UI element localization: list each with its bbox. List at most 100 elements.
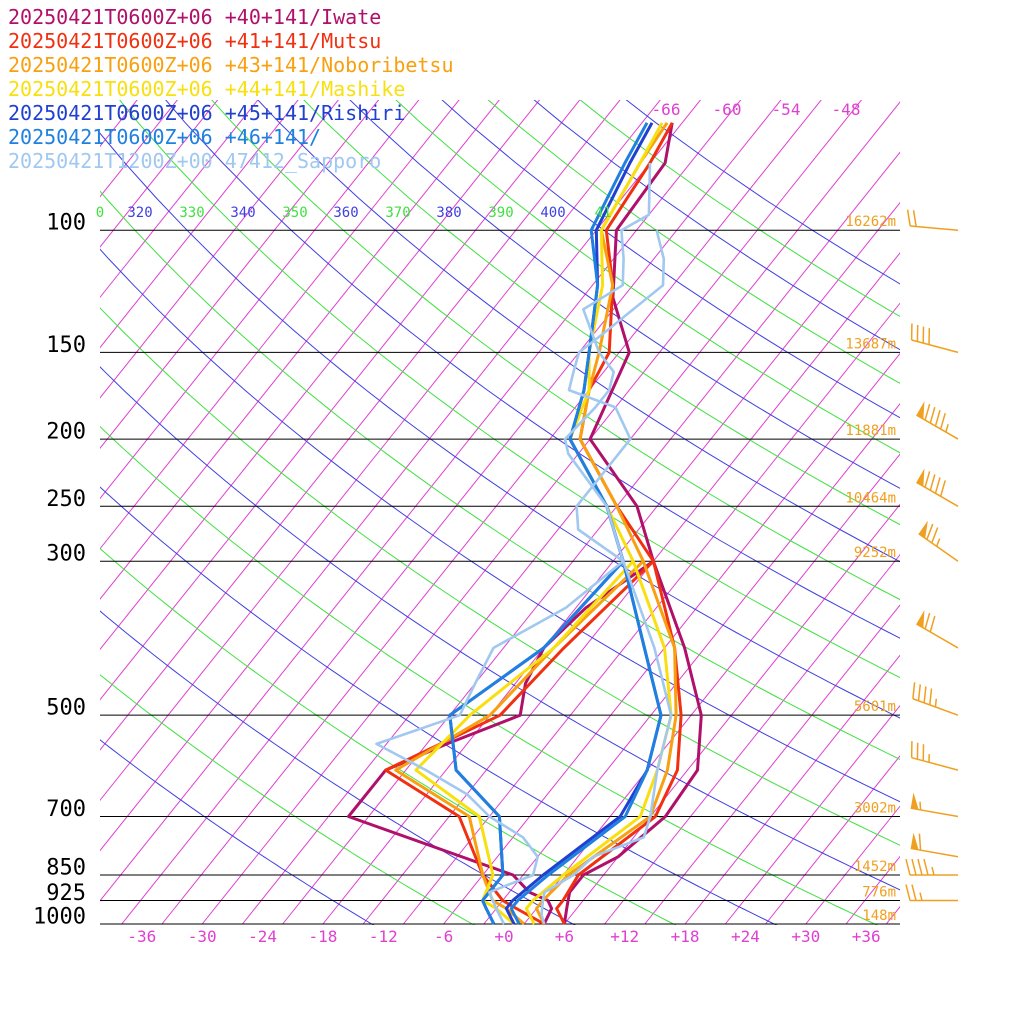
pressure-label: 700 xyxy=(46,797,86,822)
wind-barb-feather xyxy=(939,413,946,430)
isotherm-line xyxy=(724,704,900,925)
height-label: 11881m xyxy=(845,423,896,439)
pressure-label: 850 xyxy=(46,856,86,881)
dewpoint-profile-line xyxy=(448,560,625,925)
isentrope-line xyxy=(349,100,900,489)
dewpoint-profile-line xyxy=(394,560,645,926)
dewpoint-profile-line xyxy=(414,560,635,926)
isotherm-line xyxy=(684,654,900,925)
height-label: 16262m xyxy=(845,214,896,230)
theta-label: 340 xyxy=(230,205,255,221)
wind-barb-feather xyxy=(917,858,923,876)
pressure-label: 500 xyxy=(46,696,86,721)
height-label: 13687m xyxy=(845,336,896,352)
axis-labels: 100 16262m 150 13687m 200 11881m 250 10464m 300 9… xyxy=(33,100,896,946)
theta-label: 390 xyxy=(488,205,513,221)
dry-adiabat-line xyxy=(100,307,900,846)
temperature-tick-label: +12 xyxy=(610,927,639,946)
wind-barb-feather xyxy=(924,404,931,421)
pressure-label: 925 xyxy=(46,881,86,906)
isotherm-line xyxy=(100,100,259,299)
theta-label: 330 xyxy=(179,205,204,221)
isotherm-line xyxy=(483,403,900,925)
isotherm-line xyxy=(885,906,900,925)
theta-label: 360 xyxy=(333,205,358,221)
wind-barb-staff xyxy=(911,756,959,771)
isentrope-line xyxy=(100,486,778,925)
isotherm-label: -48 xyxy=(832,100,861,119)
dry-adiabat-line xyxy=(100,547,677,925)
legend-entry: 20250421T0600Z+06 +40+141/Iwate xyxy=(8,5,381,29)
wind-barb-half-feather xyxy=(945,423,949,433)
isotherm-label: -60 xyxy=(713,100,742,119)
isotherm-line xyxy=(403,302,900,925)
wind-barb-pennant xyxy=(918,520,928,539)
isotherm-line xyxy=(523,453,900,925)
legend-entry: 20250421T0600Z+06 +41+141/Mutsu xyxy=(8,29,381,53)
isotherm-line xyxy=(100,100,460,550)
wind-barbs xyxy=(905,209,959,902)
pressure-label: 100 xyxy=(46,211,86,236)
wind-barb xyxy=(916,468,959,507)
height-label: 5601m xyxy=(854,699,896,715)
isentrope-line xyxy=(100,132,900,719)
isentrope-line xyxy=(257,100,900,563)
wind-barb xyxy=(905,884,958,902)
height-label: 10464m xyxy=(845,490,896,506)
wind-barb-feather xyxy=(923,858,929,876)
pressure-label: 150 xyxy=(46,333,86,358)
wind-barb-staff xyxy=(910,225,959,231)
temperature-profile-line xyxy=(540,162,673,925)
wind-barb xyxy=(912,682,959,716)
isotherm-line xyxy=(161,100,822,925)
wind-barb-staff xyxy=(911,339,959,354)
dry-adiabat-line xyxy=(100,674,476,925)
isotherm-line xyxy=(100,100,702,852)
isentrope-line xyxy=(100,248,900,803)
wind-barb xyxy=(910,792,959,818)
isotherm-line xyxy=(563,503,900,925)
wind-barb-feather xyxy=(931,527,939,544)
isotherm-line xyxy=(282,151,900,925)
wind-barb-pennant xyxy=(916,401,925,420)
isotherm-line xyxy=(121,100,782,925)
temperature-tick-label: +30 xyxy=(791,927,820,946)
temperature-tick-label: -30 xyxy=(188,927,217,946)
wind-barb xyxy=(905,858,958,876)
wind-barb-half-feather xyxy=(919,801,922,810)
pressure-label: 300 xyxy=(46,542,86,567)
theta-label: 370 xyxy=(385,205,410,221)
wind-barb-feather xyxy=(923,686,927,703)
legend-entry: 20250421T0600Z+06 +45+141/Rishiri xyxy=(8,101,405,125)
isotherm-line xyxy=(100,100,339,399)
wind-barb-staff xyxy=(916,623,959,649)
wind-barb xyxy=(918,520,959,562)
wind-barb xyxy=(910,832,959,858)
temperature-tick-label: +6 xyxy=(555,927,574,946)
temperature-tick-label: -12 xyxy=(369,927,398,946)
dry-adiabat-line xyxy=(211,100,900,601)
wind-barb-feather xyxy=(905,884,911,901)
temperature-profile-line xyxy=(555,122,683,925)
wind-barb-feather xyxy=(939,480,946,497)
height-label: 9252m xyxy=(854,545,896,561)
wind-barb-staff xyxy=(910,847,959,858)
wind-barb-feather xyxy=(905,858,911,876)
dry-adiabat-line xyxy=(119,100,900,679)
wind-barb xyxy=(906,209,959,231)
temperature-tick-label: +24 xyxy=(731,927,760,946)
wind-barb-pennant xyxy=(916,610,925,628)
wind-barb-half-feather xyxy=(919,892,923,901)
wind-barb-half-feather xyxy=(931,866,935,876)
isotherm-line xyxy=(100,100,219,248)
theta-label: 0 xyxy=(96,205,104,221)
dewpoint-profile-line xyxy=(375,229,666,925)
isentrope-line xyxy=(100,739,375,925)
isotherm-line xyxy=(100,100,500,600)
wind-barb-feather xyxy=(926,523,934,540)
isentrope-line xyxy=(533,100,900,351)
wind-barb-feather xyxy=(929,688,933,705)
isentrope-line xyxy=(100,366,900,891)
dry-adiabat-line xyxy=(100,425,879,925)
height-label: 1452m xyxy=(854,859,896,875)
